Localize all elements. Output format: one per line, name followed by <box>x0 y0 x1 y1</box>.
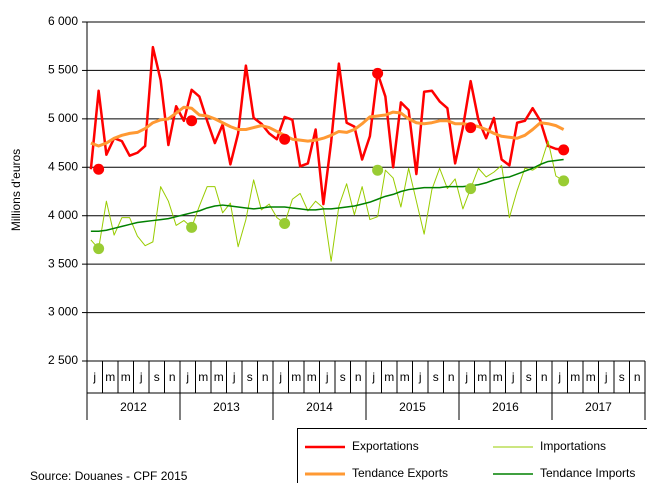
x-tick-label: n <box>448 370 455 384</box>
source-note: Source: Douanes - CPF 2015 <box>30 469 188 483</box>
x-tick-label: n <box>634 370 641 384</box>
x-tick-label: s <box>433 370 439 384</box>
legend-label: Exportations <box>352 439 419 453</box>
legend-box <box>297 428 647 483</box>
data-point <box>93 163 105 175</box>
data-point <box>279 217 291 229</box>
legend-label: Importations <box>540 439 606 453</box>
year-label: 2013 <box>213 400 240 414</box>
x-tick-label: s <box>526 370 532 384</box>
data-point <box>558 144 570 156</box>
y-tick-label: 4 000 <box>48 208 78 222</box>
x-tick-label: n <box>262 370 269 384</box>
legend-label: Tendance Exports <box>352 466 448 480</box>
x-tick-label: j <box>325 370 329 384</box>
data-point <box>186 221 198 233</box>
x-tick-label: m <box>570 370 580 384</box>
year-label: 2015 <box>399 400 426 414</box>
data-point <box>372 164 384 176</box>
x-tick-label: s <box>247 370 253 384</box>
x-tick-label: j <box>92 370 96 384</box>
data-point <box>372 67 384 79</box>
series-line <box>89 45 564 206</box>
x-tick-label: m <box>307 370 317 384</box>
x-tick-label: s <box>619 370 625 384</box>
y-tick-label: 4 500 <box>48 159 78 173</box>
year-label: 2014 <box>306 400 333 414</box>
x-tick-label: j <box>371 370 375 384</box>
year-label: 2016 <box>492 400 519 414</box>
x-tick-label: m <box>586 370 596 384</box>
x-tick-label: m <box>105 370 115 384</box>
x-tick-label: j <box>464 370 468 384</box>
x-tick-label: m <box>400 370 410 384</box>
x-tick-label: m <box>291 370 301 384</box>
x-tick-label: j <box>511 370 515 384</box>
x-tick-label: n <box>541 370 548 384</box>
y-tick-label: 3 500 <box>48 256 78 270</box>
x-tick-label: m <box>493 370 503 384</box>
series-line <box>90 158 564 232</box>
x-tick-label: s <box>154 370 160 384</box>
x-tick-label: s <box>340 370 346 384</box>
x-tick-label: m <box>384 370 394 384</box>
data-point <box>465 122 477 134</box>
x-tick-label: n <box>169 370 176 384</box>
y-tick-label: 2 500 <box>48 353 78 367</box>
y-tick-label: 6 000 <box>48 14 78 28</box>
year-label: 2012 <box>120 400 147 414</box>
legend-label: Tendance Imports <box>540 466 635 480</box>
year-label: 2017 <box>585 400 612 414</box>
x-tick-label: j <box>232 370 236 384</box>
y-tick-label: 5 000 <box>48 111 78 125</box>
data-point <box>186 115 198 127</box>
series-line <box>90 105 565 148</box>
data-point <box>93 243 105 255</box>
x-tick-label: j <box>185 370 189 384</box>
x-tick-label: m <box>198 370 208 384</box>
y-axis-label: Millions d'euros <box>9 149 23 231</box>
x-tick-label: n <box>355 370 362 384</box>
series-line <box>90 140 564 262</box>
x-tick-label: j <box>278 370 282 384</box>
x-tick-label: j <box>418 370 422 384</box>
data-point <box>465 183 477 195</box>
x-tick-label: m <box>121 370 131 384</box>
data-point <box>558 175 570 187</box>
data-point <box>279 133 291 145</box>
x-tick-label: j <box>557 370 561 384</box>
x-tick-label: m <box>477 370 487 384</box>
y-tick-label: 3 000 <box>48 305 78 319</box>
x-tick-label: j <box>604 370 608 384</box>
y-tick-label: 5 500 <box>48 63 78 77</box>
x-tick-label: m <box>214 370 224 384</box>
x-tick-label: j <box>139 370 143 384</box>
